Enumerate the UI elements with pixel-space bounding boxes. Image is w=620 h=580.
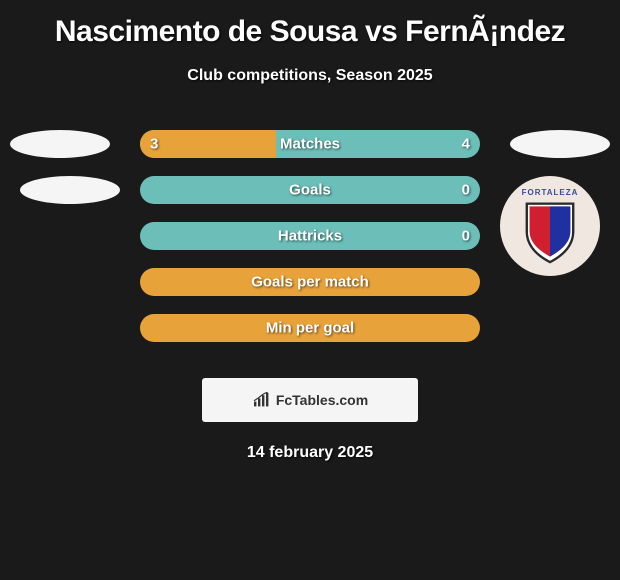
stat-row-goals-per-match: Goals per match <box>0 268 620 314</box>
stats-area: 3 Matches 4 Goals 0 Hattricks 0 <box>0 130 620 360</box>
club-shield-right: FORTALEZA <box>500 176 600 276</box>
footer-logo-box: FcTables.com <box>202 378 418 422</box>
stat-label: Goals <box>289 182 331 199</box>
club-name: FORTALEZA <box>522 188 579 197</box>
footer-text: FcTables.com <box>276 392 368 408</box>
stat-label: Matches <box>280 136 340 153</box>
bar-track-mpg: Min per goal <box>140 314 480 342</box>
bar-track-goals: Goals 0 <box>140 176 480 204</box>
stat-value-right: 0 <box>462 228 470 245</box>
bar-left <box>140 130 276 158</box>
stat-row-matches: 3 Matches 4 <box>0 130 620 176</box>
bar-track-hattricks: Hattricks 0 <box>140 222 480 250</box>
chart-icon <box>252 392 272 408</box>
page-title: Nascimento de Sousa vs FernÃ¡ndez <box>0 15 620 49</box>
stat-value-left: 3 <box>150 136 158 153</box>
stat-row-min-per-goal: Min per goal <box>0 314 620 360</box>
footer-logo: FcTables.com <box>252 392 368 408</box>
stat-label: Hattricks <box>278 228 342 245</box>
subtitle: Club competitions, Season 2025 <box>0 67 620 85</box>
stat-label: Min per goal <box>266 320 354 337</box>
bar-track-matches: 3 Matches 4 <box>140 130 480 158</box>
stat-label: Goals per match <box>251 274 369 291</box>
player-left-avatar <box>10 130 110 158</box>
player-right-avatar <box>510 130 610 158</box>
stat-value-right: 4 <box>462 136 470 153</box>
date-text: 14 february 2025 <box>0 444 620 462</box>
comparison-container: Nascimento de Sousa vs FernÃ¡ndez Club c… <box>0 0 620 472</box>
bar-track-gpm: Goals per match <box>140 268 480 296</box>
shield-icon <box>520 199 580 264</box>
stat-value-right: 0 <box>462 182 470 199</box>
player-left-avatar-2 <box>20 176 120 204</box>
